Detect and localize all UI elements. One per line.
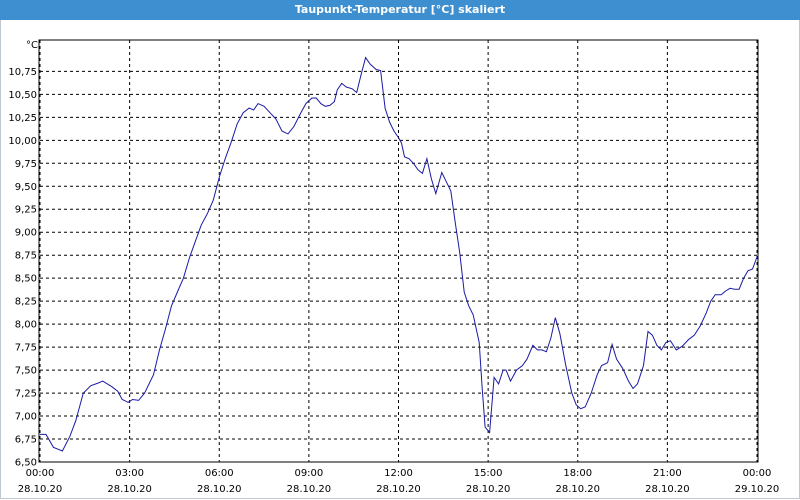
x-tick-time: 00:00 — [743, 468, 772, 479]
y-tick-label: 8,25 — [15, 297, 37, 308]
x-tick-time: 15:00 — [474, 468, 503, 479]
y-axis-unit-label: °C — [26, 40, 38, 51]
y-tick-label: 8,50 — [15, 274, 37, 285]
y-tick-label: 7,50 — [15, 366, 37, 377]
y-tick-label: 10,75 — [8, 67, 37, 78]
plot-area — [38, 39, 759, 463]
x-tick-date: 28.10.20 — [645, 484, 690, 495]
y-tick-label: 7,25 — [15, 389, 37, 400]
x-tick-time: 09:00 — [294, 468, 323, 479]
x-tick-date: 28.10.20 — [555, 484, 600, 495]
y-axis-ticks: 6,50 6,75 7,00 7,25 7,50 7,75 8,00 8,25 8,50 8,75… — [8, 67, 37, 469]
x-tick-date: 28.10.20 — [466, 484, 511, 495]
y-tick-label: 9,50 — [15, 182, 37, 193]
y-tick-label: 9,00 — [15, 228, 37, 239]
y-tick-label: 8,00 — [15, 320, 37, 331]
y-tick-label: 7,75 — [15, 343, 37, 354]
series-layer — [40, 56, 758, 452]
window-title: Taupunkt-Temperatur [°C] skaliert — [0, 0, 800, 20]
x-tick-time: 12:00 — [384, 468, 413, 479]
y-tick-label: 7,00 — [15, 412, 37, 423]
y-tick-label: 9,25 — [15, 205, 37, 216]
y-tick-label: 10,00 — [8, 136, 37, 147]
y-tick-label: 10,50 — [8, 90, 37, 101]
y-tick-label: 10,25 — [8, 113, 37, 124]
x-tick-date: 29.10.20 — [735, 484, 780, 495]
x-tick-date: 28.10.20 — [18, 484, 63, 495]
x-tick-date: 28.10.20 — [197, 484, 242, 495]
y-tick-label: 8,75 — [15, 251, 37, 262]
y-tick-label: 9,75 — [15, 159, 37, 170]
chart-frame — [0, 20, 800, 499]
x-tick-date: 28.10.20 — [107, 484, 152, 495]
x-axis-ticks: 00:00 28.10.20 03:00 28.10.20 06:00 28.10.20 0… — [18, 468, 780, 495]
y-tick-label: 6,50 — [15, 458, 37, 469]
gridlines — [39, 40, 758, 463]
x-tick-date: 28.10.20 — [287, 484, 332, 495]
x-tick-time: 18:00 — [563, 468, 592, 479]
x-tick-time: 00:00 — [26, 468, 55, 479]
x-tick-time: 03:00 — [115, 468, 144, 479]
x-tick-time: 06:00 — [205, 468, 234, 479]
y-tick-label: 6,75 — [15, 435, 37, 446]
x-tick-date: 28.10.20 — [376, 484, 421, 495]
x-tick-time: 21:00 — [653, 468, 682, 479]
dewpoint-line — [40, 56, 758, 452]
